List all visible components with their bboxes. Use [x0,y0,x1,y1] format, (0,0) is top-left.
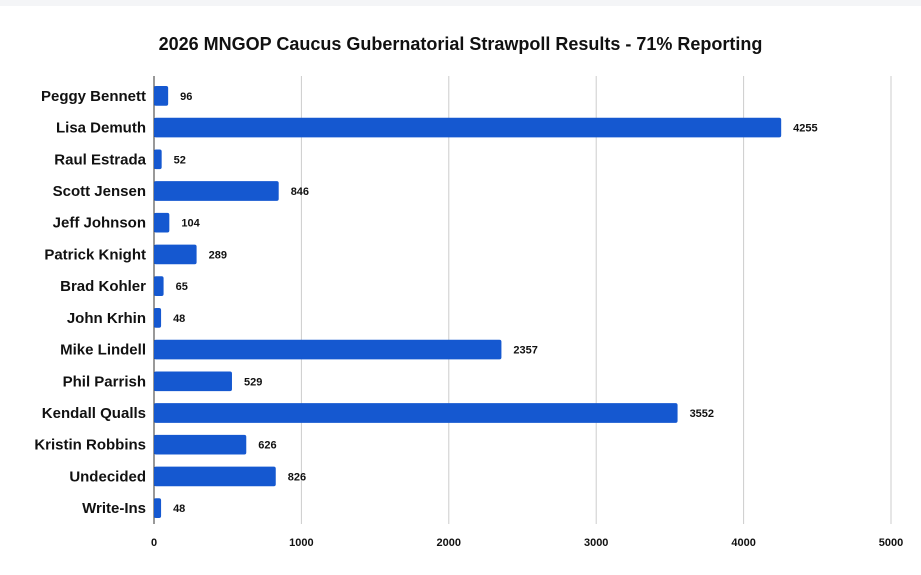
bar [154,403,678,423]
data-label: 52 [174,154,186,166]
data-label: 4255 [793,123,817,135]
bar [154,339,502,360]
x-tick-label: 4000 [731,537,755,549]
bar [154,149,162,170]
category-label: Peggy Bennett [41,88,146,105]
category-label: Patrick Knight [44,246,146,263]
top-strip [0,0,921,6]
data-label: 626 [258,440,276,452]
category-label: Mike Lindell [60,342,146,359]
bar [154,212,170,233]
bar [154,466,276,487]
bar [154,86,169,106]
x-tick-label: 5000 [879,537,903,549]
category-label: Kristin Robbins [34,437,146,454]
bar [154,117,782,138]
data-label: 104 [181,218,200,230]
data-label: 2357 [513,345,537,357]
data-label: 3552 [690,408,714,420]
category-label: Scott Jensen [53,183,146,200]
data-label: 48 [173,503,185,515]
category-label: Jeff Johnson [53,215,146,232]
data-label: 289 [209,249,227,261]
x-tick-label: 0 [151,537,157,549]
data-label: 846 [291,186,309,198]
x-tick-label: 3000 [584,537,608,549]
bar [154,276,164,296]
bar [154,434,247,455]
data-label: 48 [173,313,185,325]
category-label: Kendall Qualls [42,405,146,422]
category-label: Write-Ins [82,500,146,517]
category-label: Raul Estrada [54,151,146,168]
category-label: Undecided [69,468,146,485]
data-label: 826 [288,471,306,483]
bar [154,181,279,201]
bar [154,498,162,518]
bar [154,308,162,328]
chart-title: 2026 MNGOP Caucus Gubernatorial Strawpol… [158,34,763,54]
category-label: Brad Kohler [60,278,146,295]
data-label: 65 [176,281,188,293]
x-tick-label: 2000 [437,537,461,549]
category-label: Phil Parrish [63,373,146,390]
data-label: 96 [180,91,192,103]
bar [154,244,197,265]
category-label: Lisa Demuth [56,120,146,137]
x-tick-label: 1000 [289,537,313,549]
bar [154,371,232,392]
data-label: 529 [244,376,262,388]
category-label: John Krhin [67,310,146,327]
